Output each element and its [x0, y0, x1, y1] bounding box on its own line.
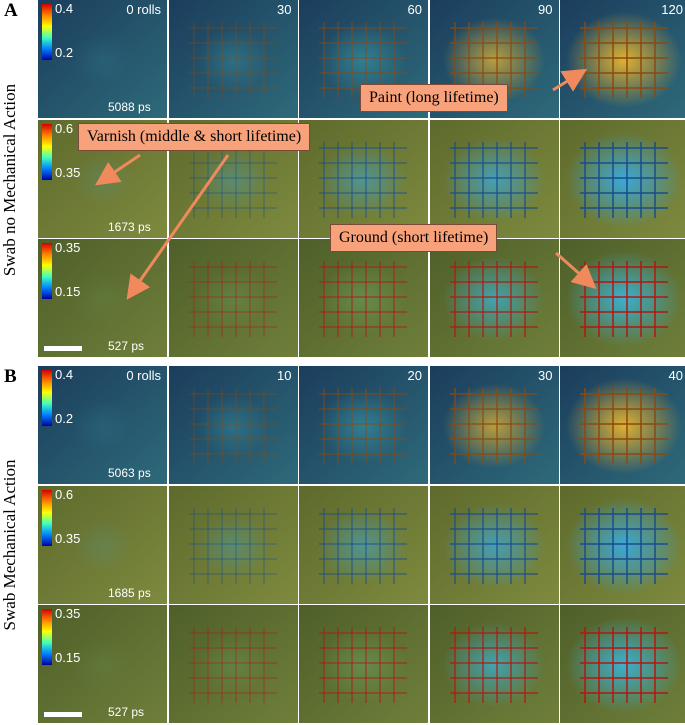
colorbar-min-label: 0.15 — [55, 650, 81, 665]
microscopy-tile: 40 — [560, 366, 685, 484]
colorbar-max-label: 0.6 — [55, 486, 74, 502]
panel-b-letter: B — [4, 366, 17, 387]
microscopy-tile — [168, 239, 298, 357]
colorbar-max-label: 0.4 — [55, 1, 74, 16]
column-label: 30 — [277, 2, 292, 17]
microscopy-tile: 10 — [168, 366, 298, 484]
microscopy-tile — [429, 239, 559, 357]
panel-a-image-grid: 0.4 0.2 5088 ps 0 rolls 30 — [38, 0, 685, 360]
column-label: 90 — [538, 2, 553, 17]
lifetime-label: 1673 ps — [108, 219, 151, 234]
microscopy-tile: 0.6 0.35 1685 ps — [38, 485, 167, 604]
column-label: 0 rolls — [126, 368, 161, 383]
microscopy-tile — [429, 605, 559, 723]
microscopy-tile — [299, 119, 428, 238]
colorbar-max-label: 0.6 — [55, 120, 74, 136]
microscopy-tile: 20 — [299, 366, 428, 484]
panel-b-image-grid: 0.4 0.2 5063 ps 0 rolls 10 — [38, 366, 685, 725]
ground-callout: Ground (short lifetime) — [330, 224, 498, 252]
microscopy-tile: 0.4 0.2 5088 ps 0 rolls — [38, 0, 167, 118]
microscopy-tile: 120 — [560, 0, 685, 118]
column-label: 30 — [538, 368, 553, 383]
colorbar-min-label: 0.2 — [55, 411, 74, 426]
lifetime-label: 5088 ps — [108, 100, 151, 114]
lifetime-label: 5063 ps — [108, 466, 151, 480]
column-label: 0 rolls — [126, 2, 161, 17]
microscopy-tile: 0.35 0.15 527 ps — [38, 605, 167, 723]
microscopy-tile — [299, 485, 428, 604]
colorbar-max-label: 0.4 — [55, 367, 74, 382]
microscopy-tile: 30 — [429, 366, 559, 484]
colorbar — [42, 123, 52, 180]
colorbar-min-label: 0.15 — [55, 284, 81, 299]
colorbar — [42, 489, 52, 546]
colorbar-min-label: 0.35 — [55, 530, 81, 546]
microscopy-tile: 0.4 0.2 5063 ps 0 rolls — [38, 366, 167, 484]
microscopy-tile — [560, 605, 685, 723]
microscopy-tile — [168, 605, 298, 723]
panel-b-side-label: Swab Mechanical Action — [0, 459, 19, 631]
column-label: 60 — [407, 2, 422, 17]
column-label: 120 — [661, 2, 683, 17]
microscopy-tile — [429, 485, 559, 604]
microscopy-tile — [168, 485, 298, 604]
microscopy-tile — [560, 485, 685, 604]
microscopy-tile: 90 — [429, 0, 559, 118]
microscopy-tile — [560, 119, 685, 238]
colorbar-max-label: 0.35 — [55, 606, 81, 621]
varnish-callout: Varnish (middle & short lifetime) — [78, 123, 311, 151]
microscopy-tile — [299, 239, 428, 357]
column-label: 20 — [407, 368, 422, 383]
colorbar-max-label: 0.35 — [55, 240, 81, 255]
panel-a-letter: A — [4, 0, 18, 21]
lifetime-label: 1685 ps — [108, 585, 151, 600]
microscopy-tile — [429, 119, 559, 238]
colorbar — [42, 4, 52, 60]
scale-bar — [44, 712, 82, 717]
panel-a-side-label: Swab no Mechanical Action — [0, 83, 19, 277]
paint-callout: Paint (long lifetime) — [360, 84, 508, 112]
microscopy-tile: 0.35 0.15 527 ps — [38, 239, 167, 357]
scale-bar — [44, 346, 82, 351]
colorbar-min-label: 0.2 — [55, 45, 74, 60]
microscopy-tile — [299, 605, 428, 723]
column-label: 10 — [277, 368, 292, 383]
colorbar — [42, 370, 52, 426]
lifetime-label: 527 ps — [108, 339, 145, 353]
colorbar-min-label: 0.35 — [55, 164, 81, 180]
colorbar — [42, 243, 52, 299]
microscopy-tile — [560, 239, 685, 357]
column-label: 40 — [668, 368, 683, 383]
lifetime-label: 527 ps — [108, 705, 145, 719]
microscopy-tile: 30 — [168, 0, 298, 118]
colorbar — [42, 609, 52, 665]
